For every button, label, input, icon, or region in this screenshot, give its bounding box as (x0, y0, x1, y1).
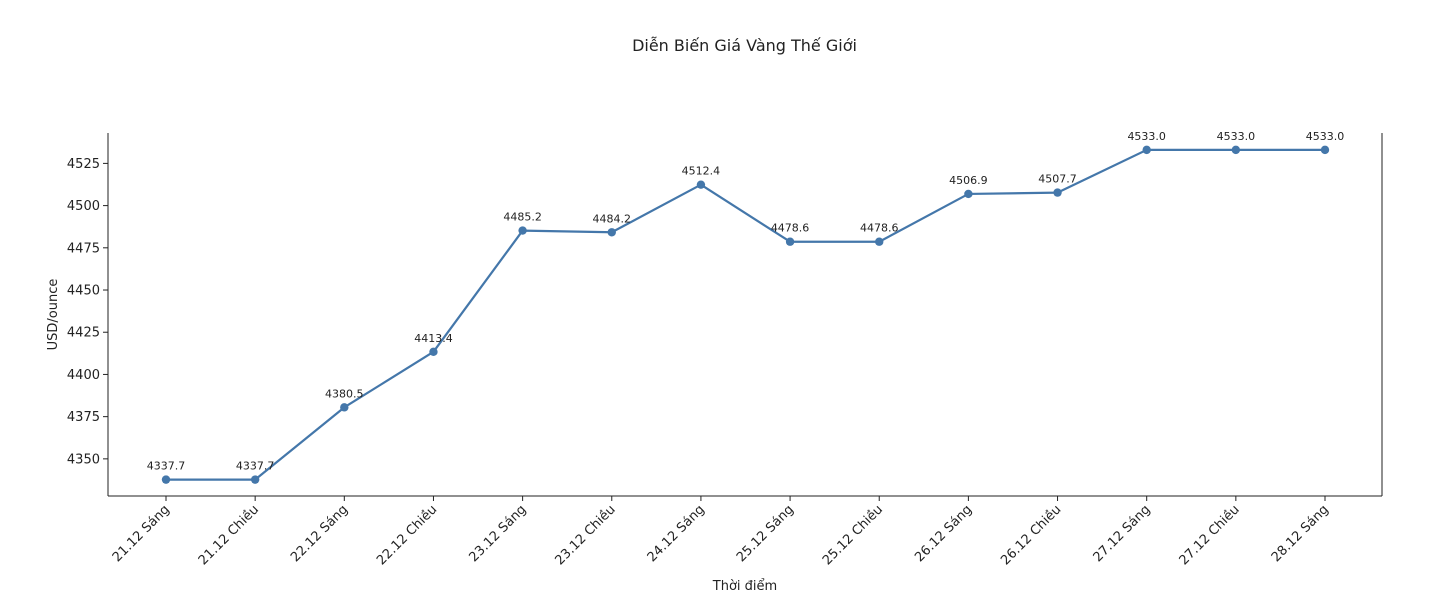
data-label: 4533.0 (1217, 130, 1256, 143)
x-tick-label: 23.12 Chiều (552, 502, 618, 568)
data-point (964, 189, 973, 199)
price-series (161, 145, 1330, 484)
data-label: 4478.6 (771, 222, 810, 235)
data-label: 4337.7 (236, 460, 275, 473)
y-tick-label: 4375 (67, 410, 100, 425)
x-axis-ticks: 21.12 Sáng 21.12 Chiều 22.12 Sáng 22.12 Chi… (110, 496, 1332, 568)
data-point (696, 180, 706, 189)
x-tick-label: 28.12 Sáng (1269, 502, 1332, 565)
series-line (166, 148, 1325, 481)
data-label: 4533.0 (1306, 130, 1345, 143)
y-tick-label: 4525 (67, 157, 100, 172)
data-point (340, 403, 349, 412)
y-tick-label: 4400 (67, 368, 100, 383)
x-tick-label: 21.12 Chiều (196, 502, 262, 568)
data-label: 4337.7 (147, 460, 186, 473)
data-label: 4380.5 (325, 387, 364, 400)
data-point (1142, 145, 1151, 155)
y-tick-label: 4450 (67, 284, 100, 299)
x-tick-label: 25.12 Chiều (820, 502, 886, 568)
x-axis-label: Thời điểm (712, 579, 777, 594)
x-tick-label: 27.12 Chiều (1177, 502, 1243, 568)
data-point (1320, 145, 1330, 155)
data-label: 4506.9 (949, 174, 988, 187)
axes-frame (107, 133, 1383, 497)
data-label: 4485.2 (503, 211, 542, 224)
data-label: 4533.0 (1127, 130, 1166, 143)
x-tick-label: 27.12 Sáng (1091, 502, 1154, 565)
data-point (1231, 145, 1241, 155)
data-label: 4478.6 (860, 222, 899, 235)
x-tick-label: 24.12 Sáng (645, 502, 708, 565)
data-label: 4484.2 (593, 212, 632, 225)
data-point (1053, 188, 1062, 197)
data-label: 4413.4 (414, 332, 453, 345)
data-labels: 4337.7 4337.7 4380.5 4413.4 4485.2 4484.2 4512… (147, 130, 1345, 473)
data-point (161, 475, 171, 484)
data-point (250, 475, 260, 484)
data-label: 4512.4 (682, 165, 721, 178)
y-tick-label: 4425 (67, 326, 100, 341)
x-tick-label: 22.12 Chiều (374, 502, 440, 568)
data-label: 4507.7 (1038, 173, 1077, 186)
y-tick-label: 4500 (67, 199, 100, 214)
x-tick-label: 26.12 Chiều (998, 502, 1064, 568)
y-tick-label: 4350 (67, 452, 100, 467)
data-point (518, 226, 527, 235)
x-tick-label: 21.12 Sáng (110, 502, 173, 565)
x-tick-label: 26.12 Sáng (912, 502, 975, 565)
data-point (429, 347, 438, 357)
data-point (875, 237, 884, 246)
x-tick-label: 23.12 Sáng (466, 502, 529, 565)
y-tick-label: 4475 (67, 241, 100, 256)
y-axis-ticks: 4350 4375 4400 4425 4450 4475 4500 4525 (67, 157, 108, 467)
x-tick-label: 25.12 Sáng (734, 502, 797, 565)
y-axis-label: USD/ounce (46, 279, 61, 351)
x-tick-label: 22.12 Sáng (288, 502, 351, 565)
data-point (785, 237, 795, 246)
chart-title: Diễn Biến Giá Vàng Thế Giới (632, 36, 857, 55)
data-point (607, 228, 616, 237)
